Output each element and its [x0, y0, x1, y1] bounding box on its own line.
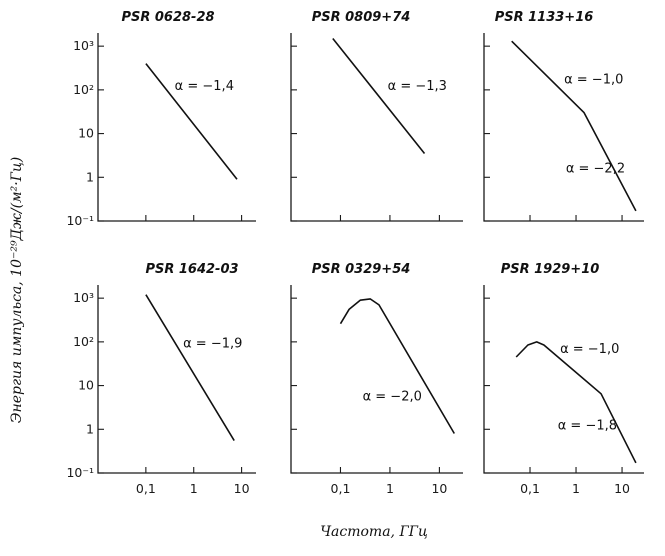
y-tick-label: 10² — [73, 334, 94, 349]
panel-title: PSR 1642-03 — [145, 262, 238, 277]
panel-title: PSR 1929+10 — [501, 262, 600, 277]
axis-frame — [97, 285, 256, 474]
x-tick-label: 1 — [572, 481, 580, 496]
y-axis-title: Энергия импульса, 10⁻²⁹Дж/(м²·Гц) — [9, 157, 25, 423]
panel-title: PSR 0628-28 — [121, 10, 214, 25]
spectral-index-label: α = −1,4 — [175, 79, 234, 94]
x-tick-label: 10 — [234, 481, 250, 496]
spectral-index-label: α = −1,9 — [183, 336, 242, 351]
spectral-index-label: α = −1,3 — [388, 79, 447, 94]
panel-title: PSR 0809+74 — [312, 10, 411, 25]
panel-2: PSR 0809+74 α = −1,3 — [290, 10, 463, 222]
y-tick-label: 1 — [86, 169, 94, 184]
spectrum-line — [339, 298, 455, 434]
panel-title: PSR 1133+16 — [495, 10, 594, 25]
x-tick-label: 10 — [431, 481, 447, 496]
x-tick-label: 0,1 — [331, 481, 351, 496]
panel-3: PSR 1133+16 α = −1,0 α = −2,2 — [483, 10, 644, 222]
axis-frame — [290, 33, 463, 222]
x-tick-label: 0,1 — [136, 481, 156, 496]
y-tick-label: 10⁻¹ — [66, 213, 94, 228]
y-tick-label: 10 — [78, 378, 94, 393]
spectral-index-label: α = −2,2 — [566, 161, 625, 176]
x-tick-label: 1 — [386, 481, 394, 496]
spectrum-line — [145, 63, 238, 180]
spectrum-line — [332, 38, 426, 154]
y-tick-label: 10 — [78, 126, 94, 141]
axis-frame — [483, 285, 644, 474]
y-tick-label: 10⁻¹ — [66, 465, 94, 480]
y-tick-label: 10³ — [73, 290, 94, 305]
axis-frame — [97, 33, 256, 222]
x-tick-label: 1 — [190, 481, 198, 496]
spectral-index-label: α = −1,0 — [564, 72, 623, 87]
panel-1: 10⁻¹ 1 10 10² 10³ PSR 0628-28 α = −1,4 — [66, 10, 256, 228]
y-tick-label: 10² — [73, 82, 94, 97]
y-tick-label: 1 — [86, 421, 94, 436]
panels-group: 10⁻¹ 1 10 10² 10³ PSR 0628-28 α = −1,4 PSR 0809… — [66, 10, 644, 496]
axis-frame — [483, 33, 644, 222]
y-tick-label: 10³ — [73, 38, 94, 53]
panel-title: PSR 0329+54 — [312, 262, 411, 277]
spectrum-line — [515, 341, 637, 464]
panel-6: 0,1 1 10 PSR 1929+10 α = −1,0 α = −1,8 — [483, 262, 644, 496]
panel-5: 0,1 1 10 PSR 0329+54 α = −2,0 — [290, 262, 463, 496]
spectral-index-label: α = −2,0 — [363, 390, 422, 405]
x-tick-label: 10 — [614, 481, 630, 496]
axis-frame — [290, 285, 463, 474]
x-tick-label: 0,1 — [520, 481, 540, 496]
spectrum-line — [145, 294, 235, 442]
spectral-index-label: α = −1,8 — [558, 418, 617, 433]
spectrum-line — [511, 40, 637, 212]
panel-4: 10⁻¹ 1 10 10² 10³ 0,1 1 10 PSR 1642-03 α = −1,9 — [66, 262, 256, 496]
x-axis-title: Частота, ГГц — [320, 524, 428, 540]
spectral-index-label: α = −1,0 — [560, 342, 619, 357]
